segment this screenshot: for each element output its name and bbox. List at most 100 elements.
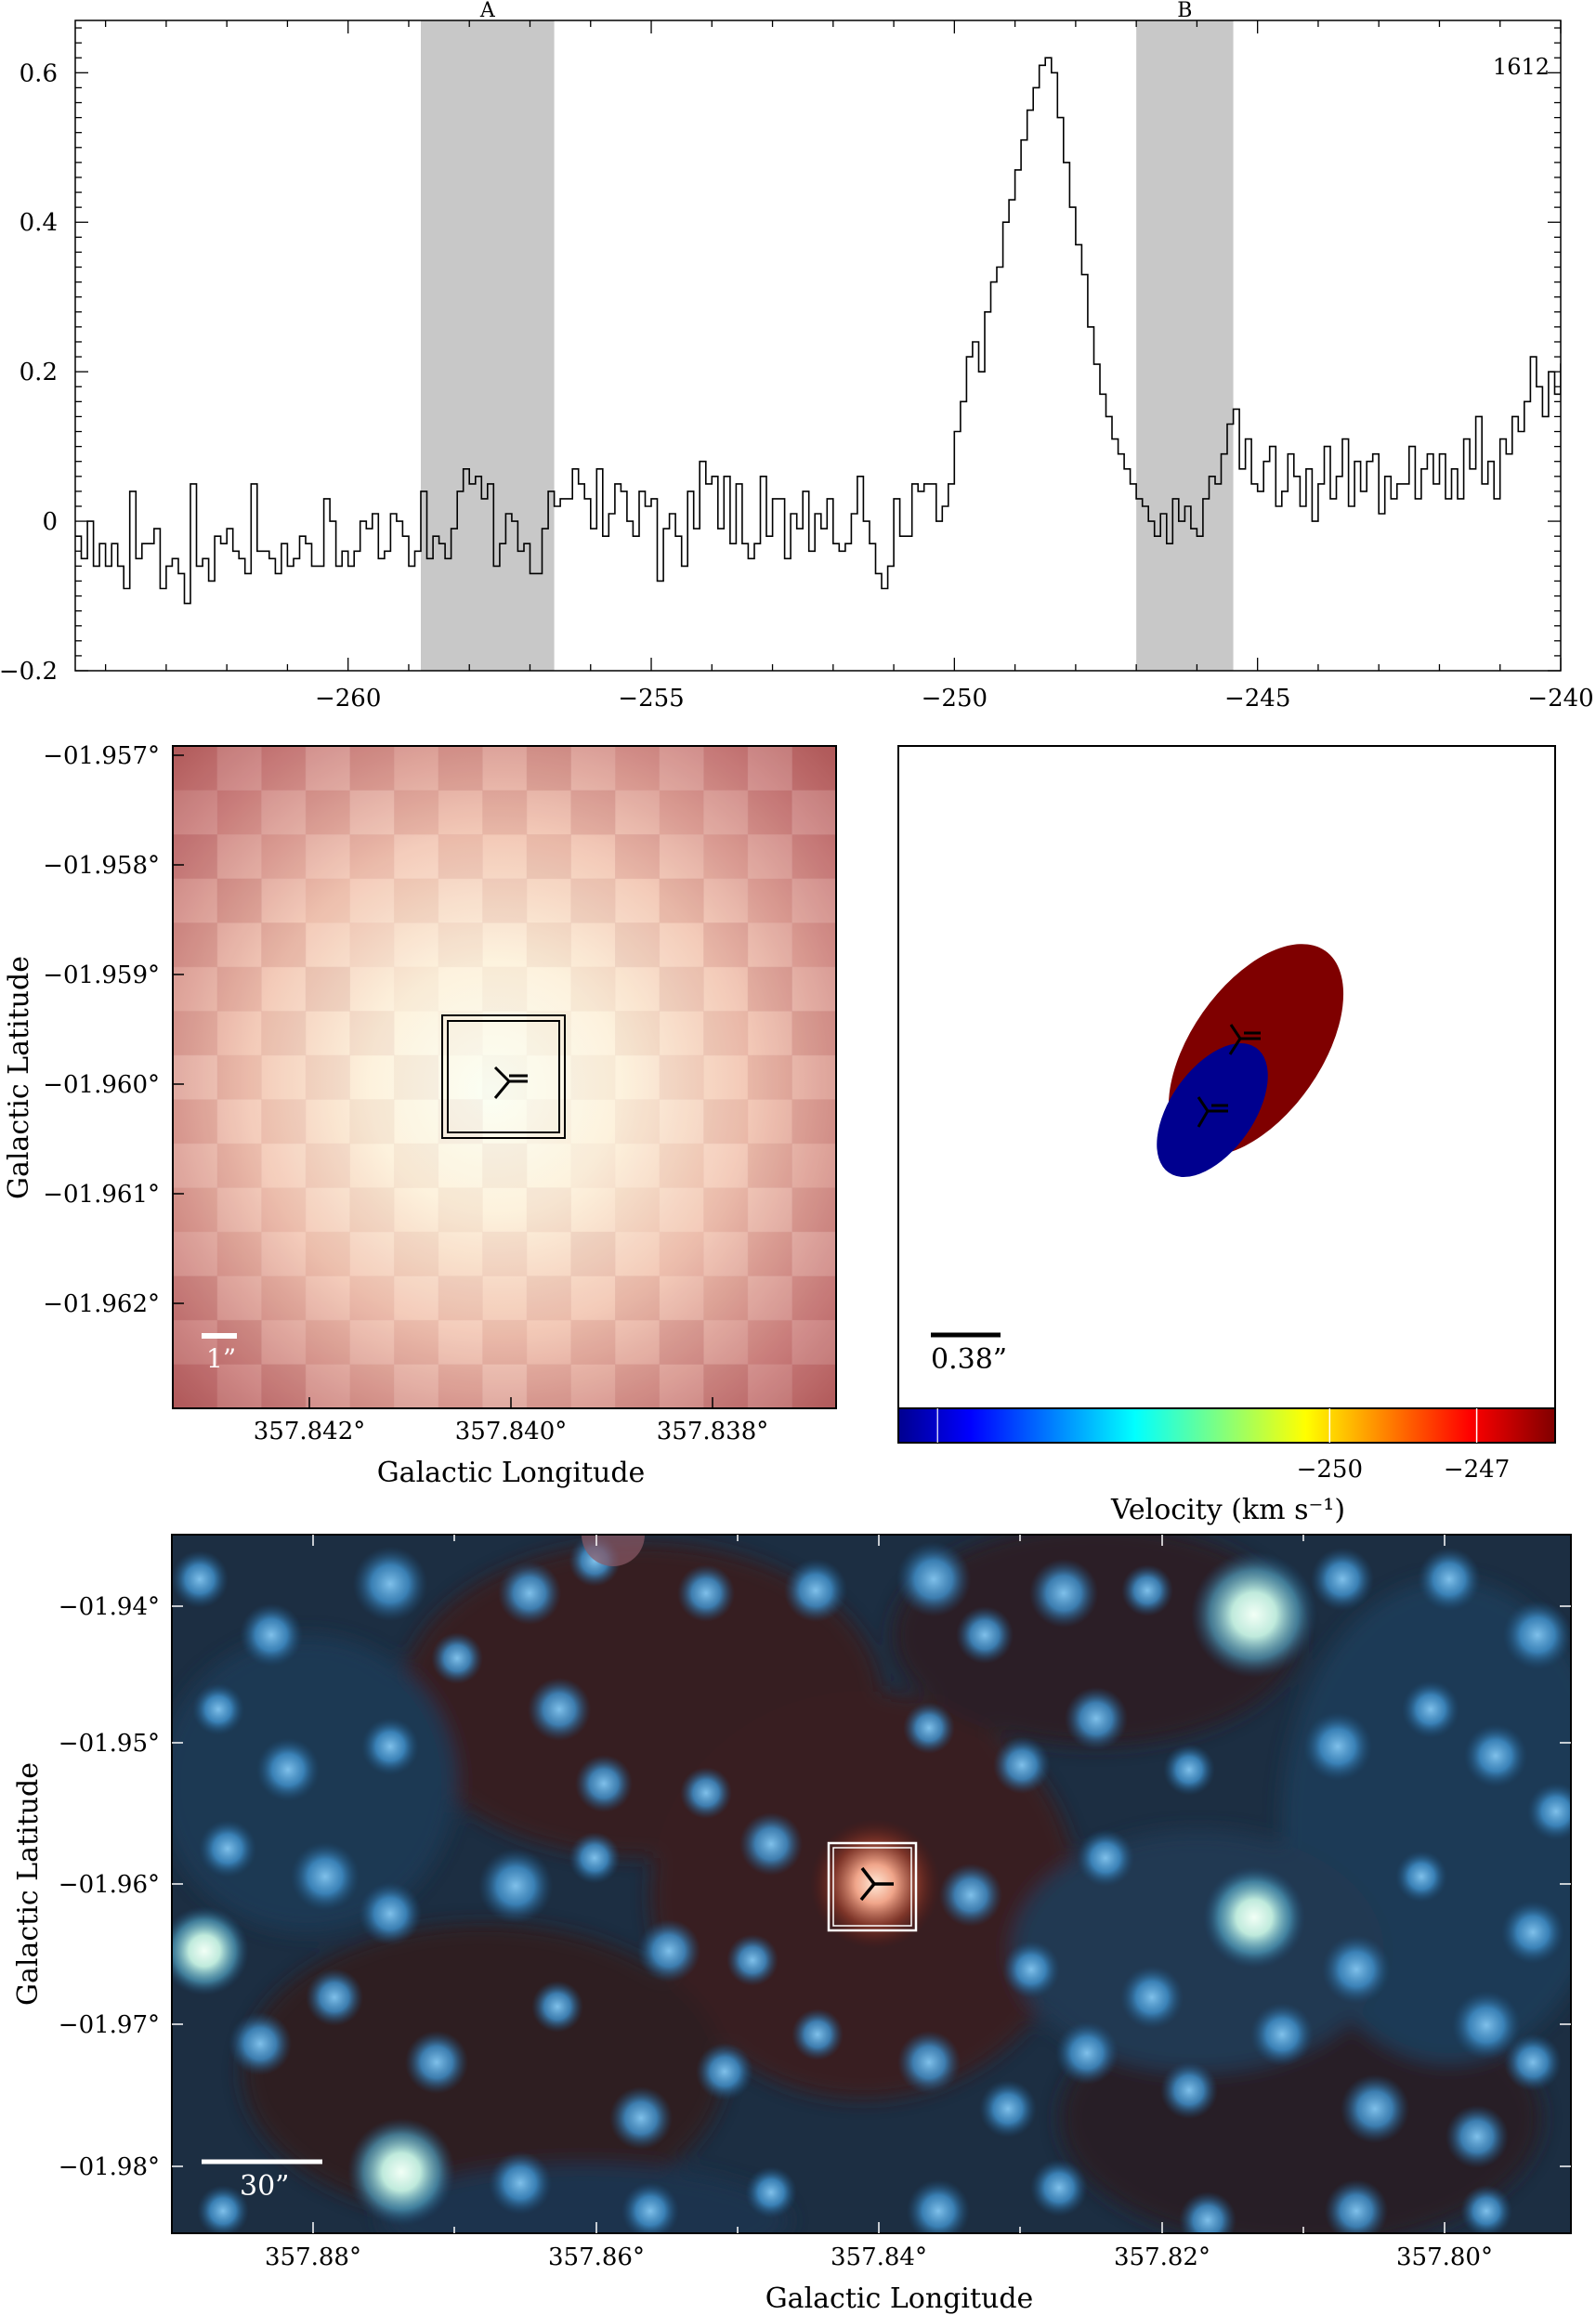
spectrum-xtick-label: −245 (1224, 685, 1290, 713)
field-star (1340, 2073, 1410, 2144)
field-star (431, 1632, 483, 1684)
field-star (1028, 1558, 1099, 1628)
field-star (791, 2008, 844, 2060)
colorbar-tick-label: −247 (1444, 1456, 1510, 1484)
wide-xtick-label: 357.80° (1396, 2243, 1493, 2271)
field-star (192, 1683, 244, 1735)
field-star (903, 1702, 955, 1754)
field-star (1002, 1941, 1060, 1998)
field-star (199, 1820, 256, 1877)
field-star (1451, 1990, 1522, 2060)
wide-ytick-label: −01.96° (59, 1871, 160, 1899)
zoom-map-pixel-grid (173, 746, 837, 1409)
zoom-ytick-label: −01.958° (43, 852, 160, 880)
field-star (993, 1736, 1051, 1794)
zoom-ytick-label: −01.962° (43, 1290, 160, 1318)
field-star (358, 1881, 423, 1946)
colorbar-tick-label: −250 (1297, 1456, 1363, 1484)
field-star (1030, 2159, 1088, 2217)
zoom-source-star-icon (493, 1066, 528, 1099)
field-star (745, 2166, 797, 2218)
spectrum-ytick-label: 0 (42, 508, 58, 536)
field-star (1302, 1711, 1373, 1782)
field-star (1527, 1783, 1571, 1840)
spot-red-star-icon (1228, 1024, 1261, 1055)
zoom-xtick-label: 357.838° (657, 1418, 769, 1445)
field-star (1324, 2178, 1389, 2233)
field-star (1077, 1829, 1134, 1887)
field-star (575, 1755, 633, 1812)
field-star (1179, 2191, 1236, 2233)
spectrum-ytick-label: 0.4 (20, 209, 58, 237)
wide-map-panel: 30” 357.88° 357.86° 357.84° 357.82° 357.80° −… (12, 1534, 1572, 2315)
field-star (636, 1918, 701, 1983)
field-star (1500, 1900, 1565, 1965)
wide-ytick-label: −01.98° (59, 2153, 160, 2181)
wide-xtick-label: 357.88° (265, 2243, 361, 2271)
field-star (608, 2086, 674, 2151)
spot-map-panel: 0.38” −250 −247 Velocity (km s⁻¹) (897, 745, 1556, 1526)
zoom-map-panel: 1” 357.842° 357.840° 357.838° −01.957° −01.9… (3, 742, 837, 1489)
zoom-map-frame (172, 745, 837, 1409)
field-star (696, 2043, 753, 2100)
wide-map-ticks: 357.88° 357.86° 357.84° 357.82° 357.80° −01.9… (59, 1535, 1571, 2271)
field-star (1504, 2034, 1562, 2091)
field-star (239, 1602, 304, 1668)
field-star (1321, 1934, 1392, 2005)
zoom-ytick-label: −01.960° (43, 1071, 160, 1099)
field-star (938, 1863, 1003, 1928)
wide-source-star-icon (859, 1866, 894, 1902)
field-star (1249, 2002, 1315, 2067)
field-star (1395, 1851, 1447, 1903)
field-star (527, 1677, 592, 1742)
zoom-map-ylabel: Galactic Latitude (3, 956, 35, 1199)
field-star (621, 2182, 679, 2233)
field-star (979, 2080, 1037, 2138)
spectrum-xtick-label: −250 (922, 685, 988, 713)
wide-ytick-label: −01.95° (59, 1730, 160, 1758)
field-star (1463, 1723, 1528, 1788)
zoom-ytick-label: −01.959° (43, 961, 160, 989)
field-star (1121, 1564, 1173, 1616)
zoom-xtick-label: 357.840° (455, 1418, 568, 1445)
spectrum-xtick-label: −260 (315, 685, 381, 713)
field-star (896, 2030, 962, 2095)
field-star (488, 2151, 553, 2216)
field-star (1119, 1965, 1184, 2030)
field-star (197, 2185, 249, 2233)
field-star (306, 1968, 363, 2026)
field-star (255, 1737, 321, 1802)
wide-map-stars (172, 1535, 1571, 2233)
field-star (1460, 2185, 1512, 2233)
wide-map-ylabel: Galactic Latitude (12, 1762, 45, 2006)
field-star (956, 1606, 1014, 1664)
spectrum-frame (74, 20, 1562, 672)
zoom-source-box (441, 1014, 566, 1139)
field-star (352, 1546, 428, 1622)
field-star (569, 1832, 621, 1884)
zoom-scale-bar: 1” (202, 1333, 237, 1374)
zoom-ytick-label: −01.961° (43, 1181, 160, 1209)
spectrum-ticks: −260 −255 −250 −245 −240 −0.2 0 0.2 0.4 0.6 (0, 20, 1594, 713)
field-star (726, 1934, 778, 1986)
field-star (290, 1841, 360, 1912)
field-star (497, 1561, 562, 1626)
field-star (361, 1718, 419, 1775)
field-star (1402, 1681, 1459, 1738)
spectrum-xtick-label: −240 (1527, 685, 1593, 713)
spectrum-ytick-label: −0.2 (0, 658, 58, 686)
wide-scale-bar-label: 30” (240, 2170, 290, 2203)
wide-xtick-label: 357.84° (831, 2243, 927, 2271)
spectrum-ytick-label: 0.6 (20, 59, 58, 87)
spectrum-band-B (1136, 20, 1234, 671)
zoom-map-ticks: 357.842° 357.840° 357.838° −01.957° −01.958°… (43, 742, 768, 1445)
wide-xtick-label: 357.86° (548, 2243, 645, 2271)
field-star (1160, 2061, 1218, 2119)
field-star (1310, 1547, 1375, 1612)
field-star (783, 1558, 848, 1623)
wide-map-xlabel: Galactic Longitude (765, 2282, 1034, 2315)
wide-xtick-label: 357.82° (1114, 2243, 1210, 2271)
colorbar (897, 1407, 1556, 1444)
field-star (1064, 1686, 1129, 1751)
